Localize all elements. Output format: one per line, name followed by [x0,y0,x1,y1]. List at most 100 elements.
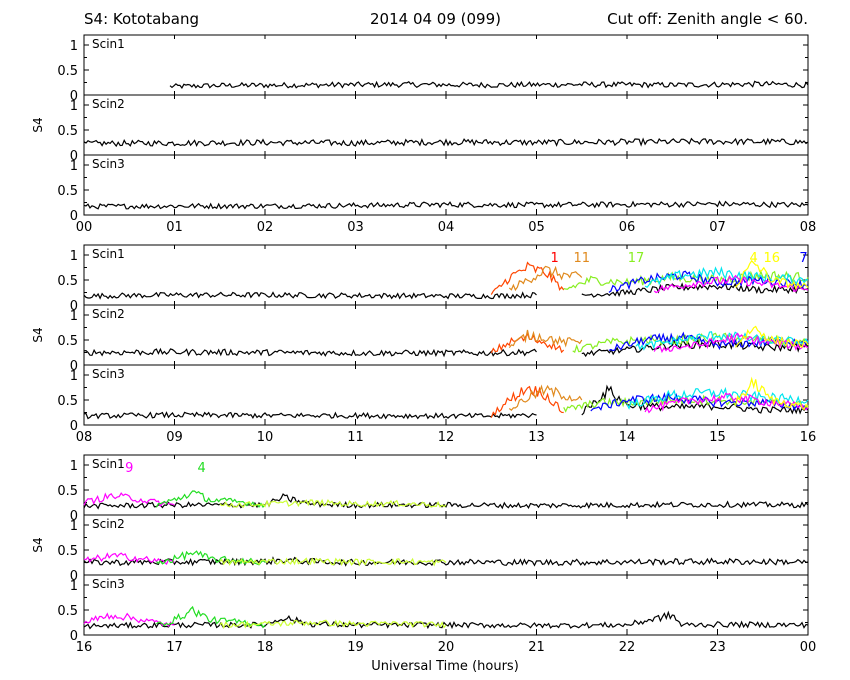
series-line [508,329,583,349]
x-tick-label: 20 [438,640,455,655]
series-line [83,492,175,507]
series-line [83,493,809,510]
panel-scin1: 0 0.5 1 Scin1 [57,454,809,524]
scin-label: Scin2 [92,97,125,111]
panel-scin2: 0 0.5 1 Scin2 S4 [31,514,809,584]
cutoff-label: Cut off: Zenith angle < 60. [607,10,808,28]
series-line [219,556,447,567]
series-line [83,347,537,358]
series-line [219,619,447,630]
scin-label: Scin1 [92,37,125,51]
x-axis-label: Universal Time (hours) [371,659,519,674]
series-line [155,605,266,629]
y-tick-label: 0.5 [57,124,78,139]
y-tick-label: 0 [70,569,78,584]
y-tick-label: 0 [70,359,78,374]
panel-scin1: 0 0.5 1 Scin1 [57,244,809,314]
scin-label: Scin1 [92,457,125,471]
x-tick-label: 02 [257,220,274,235]
y-tick-label: 1 [70,159,78,174]
x-tick-label: 18 [257,640,274,655]
x-tick-label: 04 [438,220,455,235]
series-line [83,291,537,300]
x-tick-label: 00 [800,640,817,655]
series-line [653,274,809,294]
series-line [644,266,809,288]
y-tick-label: 1 [70,99,78,114]
scin-label: Scin2 [92,307,125,321]
x-tick-label: 19 [347,640,364,655]
series-line [83,200,809,210]
scin-label: Scin3 [92,157,125,171]
y-tick-label: 1 [70,459,78,474]
series-line [735,325,809,349]
x-tick-label: 00 [76,220,93,235]
panel-scin1: 0 0.5 1 Scin1 [57,34,809,104]
y-tick-label: 0 [70,419,78,434]
series-line [490,385,564,418]
y-axis-label: S4 [31,117,45,132]
x-tick-label: 22 [619,640,636,655]
series-line [83,137,809,148]
y-tick-label: 1 [70,519,78,534]
panel-frame [83,94,809,156]
x-tick-label: 09 [166,430,183,445]
x-tick-label: 01 [166,220,183,235]
series-line [735,376,809,411]
x-tick-label: 16 [76,640,93,655]
prn-label: 9 [125,461,133,476]
y-tick-label: 1 [70,579,78,594]
panel-frame [83,304,809,366]
series-line [169,80,809,89]
series-line [83,411,537,420]
y-tick-label: 1 [70,369,78,384]
series-line [508,384,583,412]
y-tick-label: 0 [70,209,78,224]
y-tick-label: 1 [70,39,78,54]
prn-label: 4 [198,461,206,476]
x-tick-label: 10 [257,430,274,445]
panel-scin2: 0 0.5 1 Scin2 S4 [31,304,809,374]
prn-label: 1 [550,251,558,266]
y-tick-label: 0.5 [57,64,78,79]
x-tick-label: 23 [709,640,726,655]
panel-scin2: 0 0.5 1 Scin2 S4 [31,94,809,164]
series-line [653,332,809,354]
group-1: 0 0.5 1 Scin1 0 0.5 1 Scin2 S4 0 0.5 1 Scin3 00 01 02 03… [31,34,817,235]
series-line [490,261,565,295]
y-tick-label: 0.5 [57,274,78,289]
y-tick-label: 0.5 [57,604,78,619]
y-tick-label: 0 [70,299,78,314]
series-line [490,332,565,354]
y-tick-label: 0 [70,509,78,524]
series-line [508,265,583,292]
series-line [635,331,809,351]
y-axis-label: S4 [31,537,45,552]
prn-label: 4 [750,251,758,266]
y-axis-label: S4 [31,327,45,342]
prn-label: 11 [573,251,590,266]
x-tick-label: 08 [800,220,817,235]
x-tick-label: 12 [438,430,455,445]
series-line [735,259,809,291]
y-tick-label: 0.5 [57,334,78,349]
station-title: S4: Kototabang [84,10,199,28]
panel-frame [83,154,809,216]
series-line [83,610,809,630]
prn-label: 16 [764,251,781,266]
series-line [83,556,809,567]
series-line [626,386,809,410]
y-tick-label: 0 [70,149,78,164]
series-line [581,384,809,416]
y-tick-label: 0.5 [57,184,78,199]
series-line [572,332,809,354]
prn-label: 17 [628,251,645,266]
y-tick-label: 0.5 [57,544,78,559]
x-tick-label: 16 [800,430,817,445]
scin-label: Scin1 [92,247,125,261]
x-tick-label: 05 [528,220,545,235]
panel-scin3: 0 0.5 1 Scin3 [57,364,809,434]
panel-scin3: 0 0.5 1 Scin3 [57,154,809,224]
